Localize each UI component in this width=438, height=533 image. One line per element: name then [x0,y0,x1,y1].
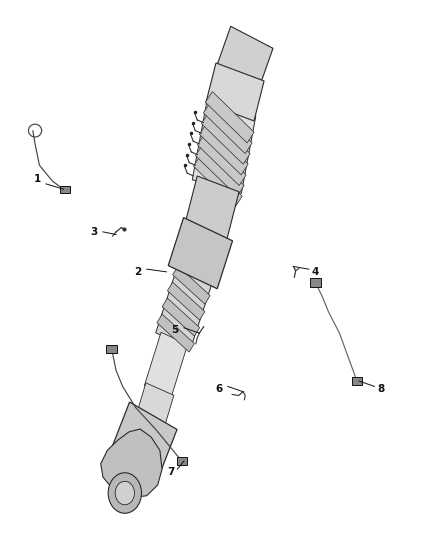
Polygon shape [173,266,210,304]
FancyBboxPatch shape [60,186,70,193]
Polygon shape [157,314,194,352]
Polygon shape [195,145,244,196]
FancyBboxPatch shape [106,345,117,353]
Polygon shape [137,383,174,425]
Polygon shape [198,134,246,185]
Polygon shape [192,102,256,193]
Polygon shape [167,282,205,320]
Text: 4: 4 [312,267,319,277]
Text: 8: 8 [378,384,385,394]
Text: 5: 5 [172,326,179,335]
FancyBboxPatch shape [352,377,362,385]
Text: 6: 6 [215,384,223,394]
Text: 2: 2 [134,267,141,277]
FancyBboxPatch shape [310,278,321,287]
Polygon shape [206,63,264,121]
Polygon shape [194,156,242,207]
Text: 7: 7 [167,467,174,477]
Circle shape [108,473,141,513]
Polygon shape [162,298,200,336]
Polygon shape [101,429,162,498]
Text: 3: 3 [91,227,98,237]
Polygon shape [205,92,254,143]
FancyBboxPatch shape [177,457,187,465]
Circle shape [115,481,134,505]
Text: 1: 1 [34,174,41,183]
Polygon shape [185,176,239,240]
Polygon shape [199,124,248,175]
Polygon shape [168,217,233,289]
Polygon shape [218,26,273,86]
Polygon shape [110,402,177,480]
Polygon shape [201,113,250,164]
Polygon shape [145,332,187,398]
Polygon shape [156,266,212,350]
Polygon shape [203,102,252,154]
